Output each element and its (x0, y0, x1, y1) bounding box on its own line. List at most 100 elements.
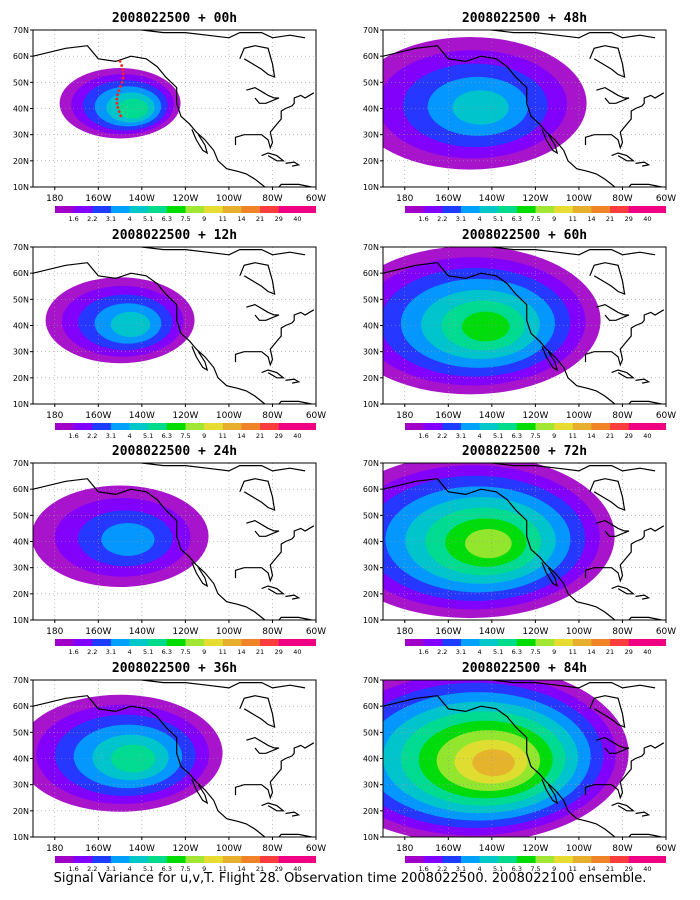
coastline-segment (589, 695, 626, 729)
colorbar-label: 29 (275, 215, 283, 223)
colorbar-swatch (73, 206, 93, 213)
colorbar-swatch (479, 206, 499, 213)
y-tick-label: 50N (363, 511, 379, 520)
y-tick-label: 70N (363, 26, 379, 35)
colorbar-swatch (55, 423, 75, 430)
colorbar-label: 3.1 (456, 215, 466, 223)
coastline-segment (584, 309, 665, 367)
x-tick-label: 60W (656, 411, 676, 421)
x-tick-label: 160W (85, 194, 111, 204)
coastline-segment (596, 303, 630, 321)
y-tick-label: 10N (13, 616, 29, 625)
observation-point (117, 110, 121, 114)
y-tick-label: 20N (363, 807, 379, 816)
coastline (383, 680, 666, 837)
colorbar-swatch (442, 423, 462, 430)
x-tick-label: 180 (396, 844, 413, 854)
colorbar-swatch (554, 423, 574, 430)
colorbar-label: 29 (625, 215, 633, 223)
x-tick-label: 140W (129, 411, 155, 421)
colorbar-swatch (55, 856, 75, 863)
colorbar-swatch (148, 423, 168, 430)
colorbar-swatch (405, 423, 425, 430)
colorbar-swatch (591, 423, 611, 430)
colorbar-label: 6.3 (512, 648, 522, 656)
x-tick-label: 100W (216, 194, 242, 204)
coastline-segment (589, 262, 626, 296)
colorbar-label: 40 (293, 432, 301, 440)
y-tick-label: 70N (363, 243, 379, 252)
coastline-segment (665, 247, 666, 248)
colorbar-swatch (442, 206, 462, 213)
variance-contour (110, 311, 151, 338)
colorbar-swatch (241, 206, 261, 213)
colorbar-label: 6.3 (512, 215, 522, 223)
y-tick-label: 70N (13, 243, 29, 252)
colorbar-swatch (148, 206, 168, 213)
colorbar-swatch (55, 639, 75, 646)
colorbar-swatch (260, 423, 280, 430)
colorbar-swatch (222, 856, 242, 863)
observation-point (120, 80, 124, 84)
x-tick-label: 120W (522, 411, 548, 421)
y-tick-label: 30N (13, 781, 29, 790)
colorbar-swatch (647, 856, 666, 863)
colorbar-swatch (479, 639, 499, 646)
colorbar-swatch (516, 639, 536, 646)
coastline-segment (239, 478, 276, 512)
x-tick-label: 180 (396, 411, 413, 421)
colorbar-label: 14 (587, 648, 595, 656)
colorbar-label: 9 (202, 648, 206, 656)
y-tick-label: 70N (363, 676, 379, 685)
colorbar-label: 4 (128, 865, 132, 873)
coastline-segment (33, 45, 312, 187)
colorbar-label: 2.2 (437, 865, 447, 873)
x-tick-label: 140W (129, 844, 155, 854)
colorbar-swatch (297, 856, 316, 863)
colorbar-swatch (278, 206, 298, 213)
x-tick-label: 160W (435, 194, 461, 204)
x-tick-label: 100W (216, 627, 242, 637)
colorbar-swatch (166, 639, 186, 646)
x-tick-label: 140W (479, 411, 505, 421)
y-tick-label: 30N (363, 781, 379, 790)
panel-title: 2008022500 + 60h (462, 228, 587, 243)
colorbar-swatch (460, 639, 481, 646)
colorbar-label: 1.6 (418, 432, 428, 440)
colorbar-swatch (628, 423, 648, 430)
x-tick-label: 100W (566, 194, 592, 204)
y-tick-label: 50N (13, 295, 29, 304)
colorbar-swatch (460, 206, 481, 213)
colorbar-swatch (647, 639, 666, 646)
coastline-segment (589, 478, 626, 512)
variance-field (33, 694, 223, 812)
coastline-segment (141, 30, 306, 39)
y-tick-label: 10N (363, 183, 379, 192)
colorbar-swatch (185, 423, 205, 430)
colorbar-swatch (572, 423, 592, 430)
colorbar-swatch (278, 423, 298, 430)
colorbar-swatch (479, 856, 499, 863)
colorbar-label: 40 (293, 865, 301, 873)
colorbar-swatch (628, 856, 648, 863)
y-tick-label: 70N (13, 676, 29, 685)
colorbar-label: 5.1 (143, 648, 153, 656)
colorbar-label: 29 (275, 432, 283, 440)
colorbar-swatch (148, 639, 168, 646)
coastline-segment (589, 45, 626, 79)
x-tick-label: 120W (172, 194, 198, 204)
x-tick-label: 100W (566, 844, 592, 854)
coastline (33, 680, 316, 837)
colorbar-label: 21 (606, 865, 614, 873)
coastline (383, 30, 666, 187)
colorbar-label: 7.5 (530, 865, 540, 873)
coastline-segment (611, 585, 636, 595)
colorbar-swatch (129, 423, 149, 430)
colorbar-label: 5.1 (493, 865, 503, 873)
colorbar-label: 6.3 (512, 432, 522, 440)
x-tick-label: 80W (262, 844, 282, 854)
y-tick-label: 10N (363, 400, 379, 409)
x-tick-label: 120W (172, 627, 198, 637)
x-tick-label: 120W (522, 194, 548, 204)
colorbar-label: 6.3 (162, 432, 172, 440)
